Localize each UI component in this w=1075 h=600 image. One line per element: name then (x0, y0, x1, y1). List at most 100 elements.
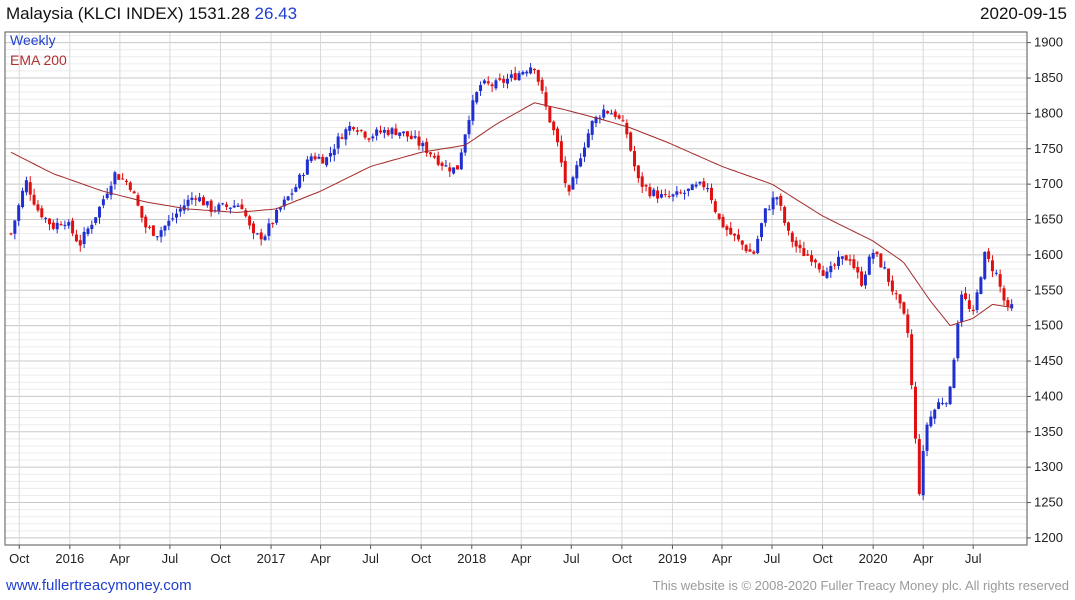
candle (729, 221, 733, 236)
candle-body (413, 136, 417, 138)
candle (121, 173, 125, 180)
y-tick-label: 1400 (1034, 388, 1063, 403)
candle (756, 235, 760, 255)
candle (82, 227, 86, 249)
candle-body (144, 216, 148, 228)
candle (444, 159, 448, 168)
candle-body (375, 129, 379, 136)
candle-body (325, 157, 329, 166)
candle-body (798, 244, 802, 249)
x-tick-label: Oct (210, 551, 231, 566)
candle (244, 207, 248, 218)
candle-body (532, 68, 536, 71)
candle-body (582, 147, 586, 157)
candle-body (559, 141, 563, 163)
x-tick-label: Jul (563, 551, 580, 566)
candle (913, 381, 917, 444)
x-tick-label: Jul (965, 551, 982, 566)
candle (933, 408, 937, 424)
candle-body (240, 204, 244, 210)
candle (32, 188, 36, 206)
candle-body (32, 194, 36, 205)
candle-body (825, 271, 829, 278)
y-tick-label: 1850 (1034, 70, 1063, 85)
candle-body (602, 109, 606, 118)
candle (771, 191, 775, 215)
candle-body (1002, 288, 1006, 301)
candle-body (432, 156, 436, 158)
x-tick-label: Apr (310, 551, 331, 566)
candle-body (221, 203, 225, 205)
candle-body (652, 189, 656, 196)
candle (40, 205, 44, 219)
candle-body (186, 199, 190, 206)
candle-body (109, 185, 113, 196)
candle-body (556, 128, 560, 143)
candle-body (506, 78, 510, 84)
candle (105, 187, 109, 200)
candle-body (421, 143, 425, 147)
candle (609, 109, 613, 115)
candle (109, 181, 113, 200)
candle (744, 243, 748, 254)
candle-body (887, 268, 891, 282)
candle (205, 201, 209, 208)
x-tick-label: 2019 (658, 551, 687, 566)
candle-body (817, 263, 821, 270)
candle (251, 221, 255, 240)
candle (490, 82, 494, 93)
candle-body (475, 92, 479, 103)
candle-body (987, 251, 991, 259)
candle (502, 75, 506, 89)
candle-body (86, 228, 90, 234)
candle (1006, 296, 1010, 311)
candle-body (567, 185, 571, 192)
candle (652, 187, 656, 197)
candle (548, 106, 552, 124)
candle-body (925, 424, 929, 451)
candle (128, 181, 132, 192)
candle (840, 256, 844, 265)
candle-body (36, 204, 40, 211)
candle (371, 133, 375, 142)
candle-body (44, 217, 48, 219)
candle-body (198, 197, 202, 202)
candle (409, 130, 413, 140)
candle (55, 218, 59, 234)
candle (871, 249, 875, 264)
candle (24, 176, 28, 196)
candle (240, 199, 244, 210)
candle (921, 445, 925, 501)
candle (917, 434, 921, 496)
y-tick-label: 1650 (1034, 212, 1063, 227)
candle (336, 132, 340, 155)
candle-body (517, 73, 521, 81)
candle (378, 125, 382, 135)
candle-body (779, 195, 783, 206)
candle-body (906, 314, 910, 334)
candle-body (429, 152, 433, 155)
candle-body (452, 167, 456, 174)
candle (960, 290, 964, 327)
candle (613, 109, 617, 120)
candle-body (124, 180, 128, 182)
candle-body (690, 184, 694, 191)
candle (856, 261, 860, 279)
candle-body (952, 359, 956, 388)
candle (998, 269, 1002, 293)
candle-body (74, 234, 78, 242)
candle-body (498, 78, 502, 80)
candle (313, 152, 317, 161)
candle (529, 63, 533, 75)
candle (806, 250, 810, 257)
x-tick-label: Oct (411, 551, 432, 566)
candle-body (359, 129, 363, 131)
y-tick-label: 1500 (1034, 318, 1063, 333)
candle-body (378, 130, 382, 133)
plot-frame (4, 31, 1028, 546)
candle (679, 189, 683, 195)
candle-body (321, 156, 325, 164)
candle (475, 91, 479, 105)
website-link[interactable]: www.fullertreacymoney.com (6, 577, 192, 594)
x-tick-label: Apr (511, 551, 532, 566)
